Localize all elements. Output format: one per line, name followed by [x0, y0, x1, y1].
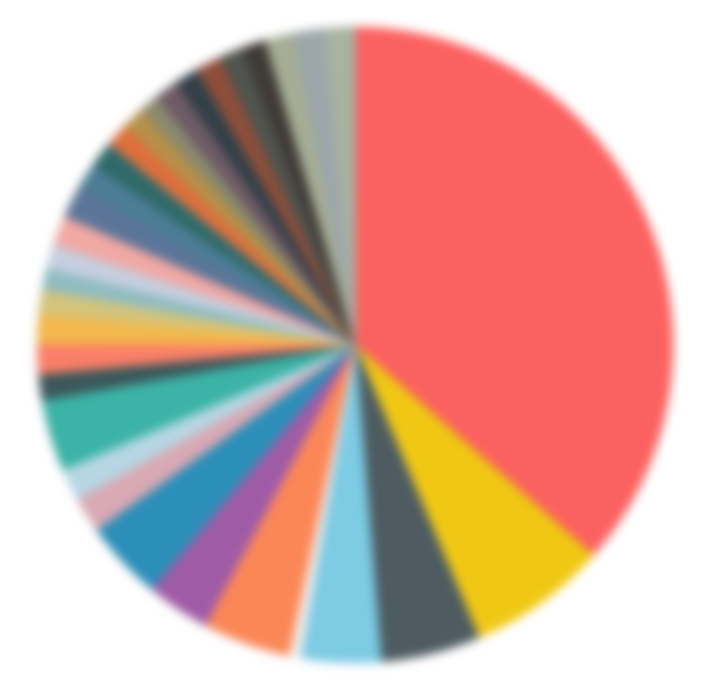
pie-slice-1	[354, 26, 674, 556]
pie-slice-32	[324, 26, 356, 346]
pie-slice-2	[354, 344, 594, 639]
pie-slices	[36, 26, 674, 664]
